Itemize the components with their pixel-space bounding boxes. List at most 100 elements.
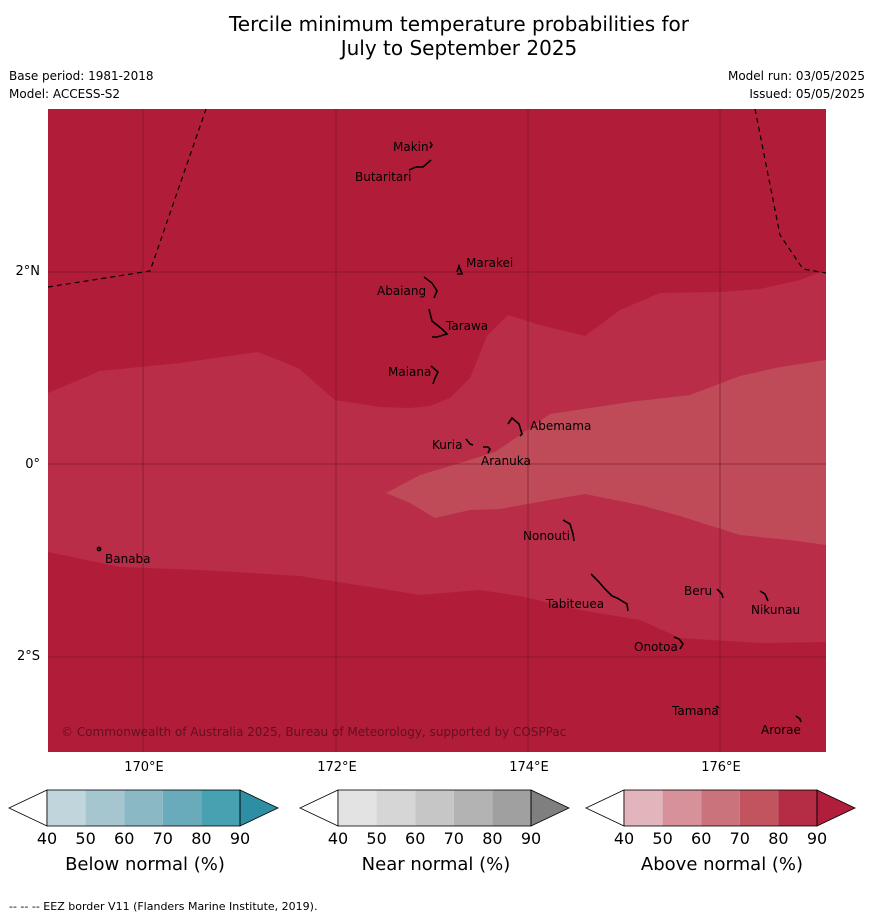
legend-cell — [415, 790, 454, 826]
legend-cell — [85, 790, 125, 826]
lon-label-174e: 174°E — [509, 760, 549, 775]
legend-extend-low — [299, 789, 339, 827]
legend-cell — [624, 790, 663, 826]
legend-cell — [739, 790, 779, 826]
legend-below-tick: 80 — [191, 829, 212, 848]
legend-extend-high — [239, 789, 279, 827]
island-tarawa-shape — [428, 308, 449, 338]
legend-above-tick: 40 — [613, 829, 635, 848]
island-label-maiana: Maiana — [388, 365, 431, 379]
legend-extend-high — [816, 789, 856, 827]
legend-above-title: Above normal (%) — [640, 854, 804, 875]
island-aranuka-shape — [483, 446, 491, 454]
island-arorae-shape — [795, 715, 802, 723]
legend-cell — [338, 790, 377, 826]
legend-cell — [124, 790, 163, 826]
island-tabiteuea-shape — [590, 573, 629, 612]
island-butaritari-shape — [408, 159, 432, 171]
island-makin-shape — [429, 141, 433, 149]
island-abaiang-shape — [423, 276, 438, 299]
model-run: Model run: 03/05/2025 — [727, 69, 865, 83]
legend-cell — [376, 790, 416, 826]
island-maiana-shape — [430, 365, 439, 385]
legend-below-tick: 70 — [152, 829, 173, 848]
legend-frame — [623, 789, 818, 827]
legend-below-tick: 90 — [229, 829, 251, 848]
legend-extend-low — [8, 789, 48, 827]
legend-above-colorbar — [585, 789, 856, 827]
island-label-beru: Beru — [684, 584, 712, 598]
legend-below-colorbar — [8, 789, 279, 827]
legend-near-tick: 70 — [443, 829, 464, 848]
legend-frame — [46, 789, 241, 827]
island-label-aranuka: Aranuka — [481, 454, 531, 468]
island-label-onotoa: Onotoa — [634, 640, 678, 654]
island-label-abaiang: Abaiang — [377, 284, 426, 298]
island-label-banaba: Banaba — [105, 552, 151, 566]
legend-near-colorbar — [299, 789, 570, 827]
eez-border-west — [48, 109, 207, 288]
lat-label-equator: 0° — [25, 457, 40, 472]
island-marakei-shape — [456, 263, 464, 275]
legend-cell — [47, 790, 86, 826]
title-line-2: July to September 2025 — [340, 36, 578, 60]
legend-below-title: Below normal (%) — [65, 854, 225, 875]
model-name: Model: ACCESS-S2 — [9, 87, 121, 101]
legend-above-tick: 50 — [652, 829, 673, 848]
island-label-nikunau: Nikunau — [751, 603, 800, 617]
legend-cell — [453, 790, 493, 826]
legend-near-title: Near normal (%) — [361, 854, 511, 875]
island-label-makin: Makin — [393, 140, 429, 154]
legend-near-tick: 90 — [520, 829, 542, 848]
legend-near-tick: 60 — [405, 829, 426, 848]
island-beru-shape — [716, 588, 724, 599]
legend-cell — [201, 790, 240, 826]
title-line-1: Tercile minimum temperature probabilitie… — [228, 12, 690, 36]
legend-above-tick: 90 — [806, 829, 828, 848]
meta-left: Base period: 1981-2018 Model: ACCESS-S2 — [9, 67, 154, 103]
legend-below-tick: 60 — [114, 829, 135, 848]
legend-below-tick: 50 — [75, 829, 96, 848]
island-label-nonouti: Nonouti — [523, 529, 570, 543]
legend-cell — [662, 790, 702, 826]
island-nonouti-shape — [562, 519, 575, 542]
copyright-text: © Commonwealth of Australia 2025, Bureau… — [61, 725, 566, 739]
lon-label-172e: 172°E — [317, 760, 357, 775]
map-area: Makin Butaritari Marakei Abaiang Tarawa … — [48, 109, 826, 752]
legend-near-tick: 40 — [327, 829, 349, 848]
legend-cell — [492, 790, 531, 826]
legend-near-tick: 80 — [482, 829, 503, 848]
island-labels: Makin Butaritari Marakei Abaiang Tarawa … — [105, 140, 801, 737]
island-banaba-shape — [96, 546, 102, 552]
graticule — [48, 109, 826, 752]
legend-below-tick: 40 — [36, 829, 58, 848]
legend-above-cells — [585, 789, 856, 827]
legend-above-tick: 60 — [691, 829, 712, 848]
island-label-abemama: Abemama — [530, 419, 591, 433]
island-nikunau-shape — [759, 590, 769, 602]
lat-label-2s: 2°S — [16, 649, 40, 664]
eez-borders — [48, 109, 826, 288]
island-label-tarawa: Tarawa — [445, 319, 488, 333]
eez-border-east — [754, 109, 826, 274]
legend-cell — [701, 790, 740, 826]
island-tamana-shape — [715, 705, 720, 709]
legend-cell — [778, 790, 817, 826]
island-onotoa-shape — [673, 636, 684, 650]
legend-near-tick: 50 — [366, 829, 387, 848]
base-period: Base period: 1981-2018 — [9, 69, 154, 83]
lon-label-176e: 176°E — [701, 760, 741, 775]
island-kuria-shape — [465, 438, 474, 446]
chart-title: Tercile minimum temperature probabilitie… — [0, 12, 873, 60]
legend-extend-high — [530, 789, 570, 827]
legend-above-tick: 70 — [729, 829, 750, 848]
legend-frame — [337, 789, 532, 827]
island-label-tamana: Tamana — [671, 704, 719, 718]
island-label-butaritari: Butaritari — [355, 170, 412, 184]
island-label-marakei: Marakei — [466, 256, 513, 270]
legend-below-cells — [8, 789, 279, 827]
legend-extend-low — [585, 789, 625, 827]
lon-label-170e: 170°E — [124, 760, 164, 775]
issued-date: Issued: 05/05/2025 — [749, 87, 865, 101]
